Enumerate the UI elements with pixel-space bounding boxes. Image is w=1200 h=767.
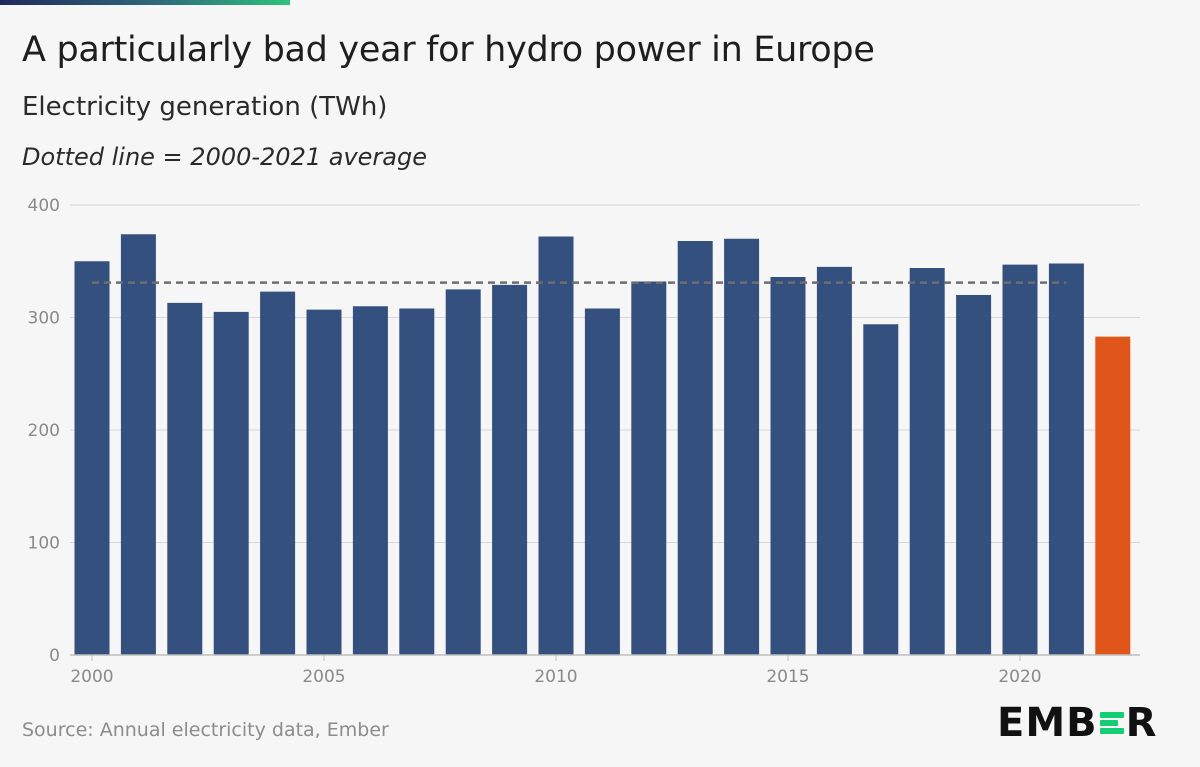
- chart-title: A particularly bad year for hydro power …: [22, 30, 875, 70]
- bar-2022: [1095, 336, 1131, 655]
- x-tick-label-2020: 2020: [998, 667, 1041, 687]
- bar-2001: [120, 234, 156, 655]
- bar-2013: [677, 241, 713, 655]
- bar-2015: [770, 277, 806, 655]
- chart-note: Dotted line = 2000-2021 average: [22, 143, 427, 171]
- top-accent-bar: [0, 0, 290, 5]
- bar-2021: [1048, 263, 1084, 655]
- bar-chart: 0 100 200 300 400 2000 2005 2010 2015 2020: [28, 196, 1140, 687]
- bar-2003: [213, 311, 249, 655]
- bar-2020: [1002, 264, 1038, 655]
- y-tick-label-100: 100: [28, 534, 60, 554]
- chart-subtitle: Electricity generation (TWh): [22, 92, 388, 122]
- logo-e-mark-icon: [1099, 708, 1124, 738]
- bar-2012: [631, 281, 667, 655]
- source-note: Source: Annual electricity data, Ember: [22, 719, 389, 741]
- bar-2017: [863, 324, 899, 655]
- x-tick-label-2010: 2010: [534, 667, 577, 687]
- bar-2002: [167, 302, 203, 655]
- bar-2004: [260, 291, 296, 655]
- bar-2000: [74, 261, 110, 655]
- y-tick-label-200: 200: [28, 421, 60, 441]
- x-tick-label-2000: 2000: [70, 667, 113, 687]
- bar-2014: [724, 238, 760, 655]
- x-tick-label-2005: 2005: [302, 667, 345, 687]
- bar-2018: [909, 268, 945, 655]
- bar-2016: [816, 266, 852, 655]
- bar-2010: [538, 236, 574, 655]
- bar-2011: [584, 308, 620, 655]
- bar-2008: [445, 289, 481, 655]
- bar-2005: [306, 309, 342, 655]
- y-tick-label-0: 0: [49, 646, 60, 666]
- y-tick-label-300: 300: [28, 309, 60, 329]
- ember-logo: EMB R: [997, 700, 1162, 746]
- bar-2009: [492, 284, 528, 655]
- bar-2019: [956, 295, 992, 655]
- y-tick-label-400: 400: [28, 196, 60, 216]
- logo-text-end: R: [1125, 700, 1158, 746]
- x-tick-label-2015: 2015: [766, 667, 809, 687]
- bar-2007: [399, 308, 435, 655]
- bar-2006: [352, 306, 388, 655]
- logo-text-start: EMB: [997, 700, 1098, 746]
